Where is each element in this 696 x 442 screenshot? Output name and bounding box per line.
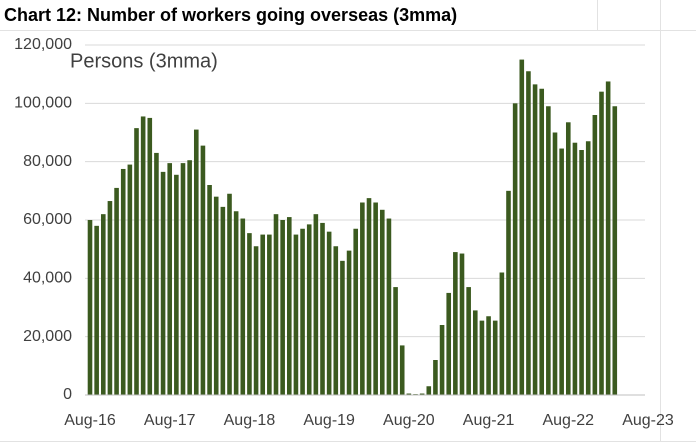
chart-title: Chart 12: Number of workers going overse…: [4, 5, 457, 25]
bar: [612, 106, 618, 395]
bar: [94, 225, 99, 395]
bar: [207, 185, 212, 395]
bar: [87, 220, 93, 395]
x-tick-label: Aug-16: [64, 412, 116, 429]
bar: [366, 198, 372, 395]
bar: [426, 386, 432, 395]
bar: [459, 253, 465, 395]
bar: [346, 250, 352, 395]
bar: [114, 187, 119, 395]
bar: [240, 218, 246, 395]
bar: [180, 163, 186, 395]
bar: [592, 115, 598, 395]
bar: [267, 234, 272, 395]
y-tick-label: 120,000: [14, 36, 72, 53]
bar: [313, 214, 319, 395]
bar: [406, 393, 412, 395]
bar: [506, 190, 511, 395]
bar: [220, 206, 226, 395]
bar: [320, 222, 325, 395]
bar: [213, 196, 219, 395]
bar: [127, 164, 133, 395]
y-tick-label: 40,000: [23, 270, 72, 287]
bar: [353, 228, 359, 395]
bar: [585, 141, 591, 395]
bar: [247, 233, 252, 395]
bar: [599, 91, 604, 396]
bar: [393, 287, 398, 395]
y-tick-label: 60,000: [23, 211, 72, 228]
bar: [446, 292, 452, 395]
bar: [492, 320, 498, 395]
bar: [193, 129, 199, 396]
bar: [167, 163, 173, 395]
bar: [260, 234, 266, 395]
bar: [526, 71, 531, 395]
bar: [253, 246, 259, 395]
bar: [466, 287, 471, 395]
annotation: Persons (3mma): [70, 50, 218, 72]
bar: [340, 260, 345, 395]
x-tick-label: Aug-18: [224, 412, 276, 429]
bar: [154, 152, 159, 395]
bar: [120, 168, 126, 395]
bar: [532, 84, 538, 395]
bar: [187, 160, 192, 395]
bar: [499, 272, 505, 395]
y-tick-label: 20,000: [23, 328, 72, 345]
bar: [147, 117, 153, 396]
bar: [160, 171, 166, 395]
bar: [379, 209, 385, 395]
bar: [306, 224, 312, 395]
bar: [479, 320, 485, 395]
bar: [546, 106, 551, 395]
bar: [293, 234, 299, 395]
bar: [419, 393, 425, 395]
bar: [486, 316, 491, 395]
bar: [519, 59, 525, 395]
bar: [565, 122, 571, 396]
bar: [227, 193, 232, 395]
bar: [300, 228, 305, 395]
bar: [326, 231, 332, 395]
bar: [399, 345, 405, 395]
bar: [373, 202, 378, 395]
bar: [333, 246, 339, 395]
x-tick-label: Aug-21: [463, 412, 515, 429]
x-tick-label: Aug-20: [383, 412, 435, 429]
bar: [472, 310, 478, 395]
y-tick-label: 0: [63, 386, 72, 403]
bar: [280, 220, 285, 395]
bar: [512, 103, 518, 395]
bar: [579, 150, 584, 395]
x-tick-label: Aug-19: [303, 412, 355, 429]
bar: [200, 145, 206, 395]
bar: [453, 252, 458, 395]
bar: [107, 201, 113, 395]
bar: [360, 202, 365, 395]
y-tick-label: 80,000: [23, 153, 72, 170]
bar: [174, 174, 179, 395]
bar: [134, 128, 139, 395]
bar: [605, 81, 611, 395]
x-tick-label: Aug-22: [542, 412, 594, 429]
bar: [140, 116, 146, 395]
y-tick-label: 100,000: [14, 95, 72, 112]
bar: [233, 211, 239, 395]
x-tick-label: Aug-23: [622, 412, 674, 429]
bar: [286, 217, 292, 395]
bar: [539, 88, 545, 395]
bar: [552, 132, 558, 395]
bar: [433, 360, 438, 395]
bar: [439, 325, 445, 395]
bar: [100, 214, 106, 395]
bar: [273, 214, 279, 395]
bar: [572, 142, 578, 395]
x-tick-label: Aug-17: [144, 412, 196, 429]
bar: [386, 218, 392, 395]
bar: [559, 148, 564, 395]
